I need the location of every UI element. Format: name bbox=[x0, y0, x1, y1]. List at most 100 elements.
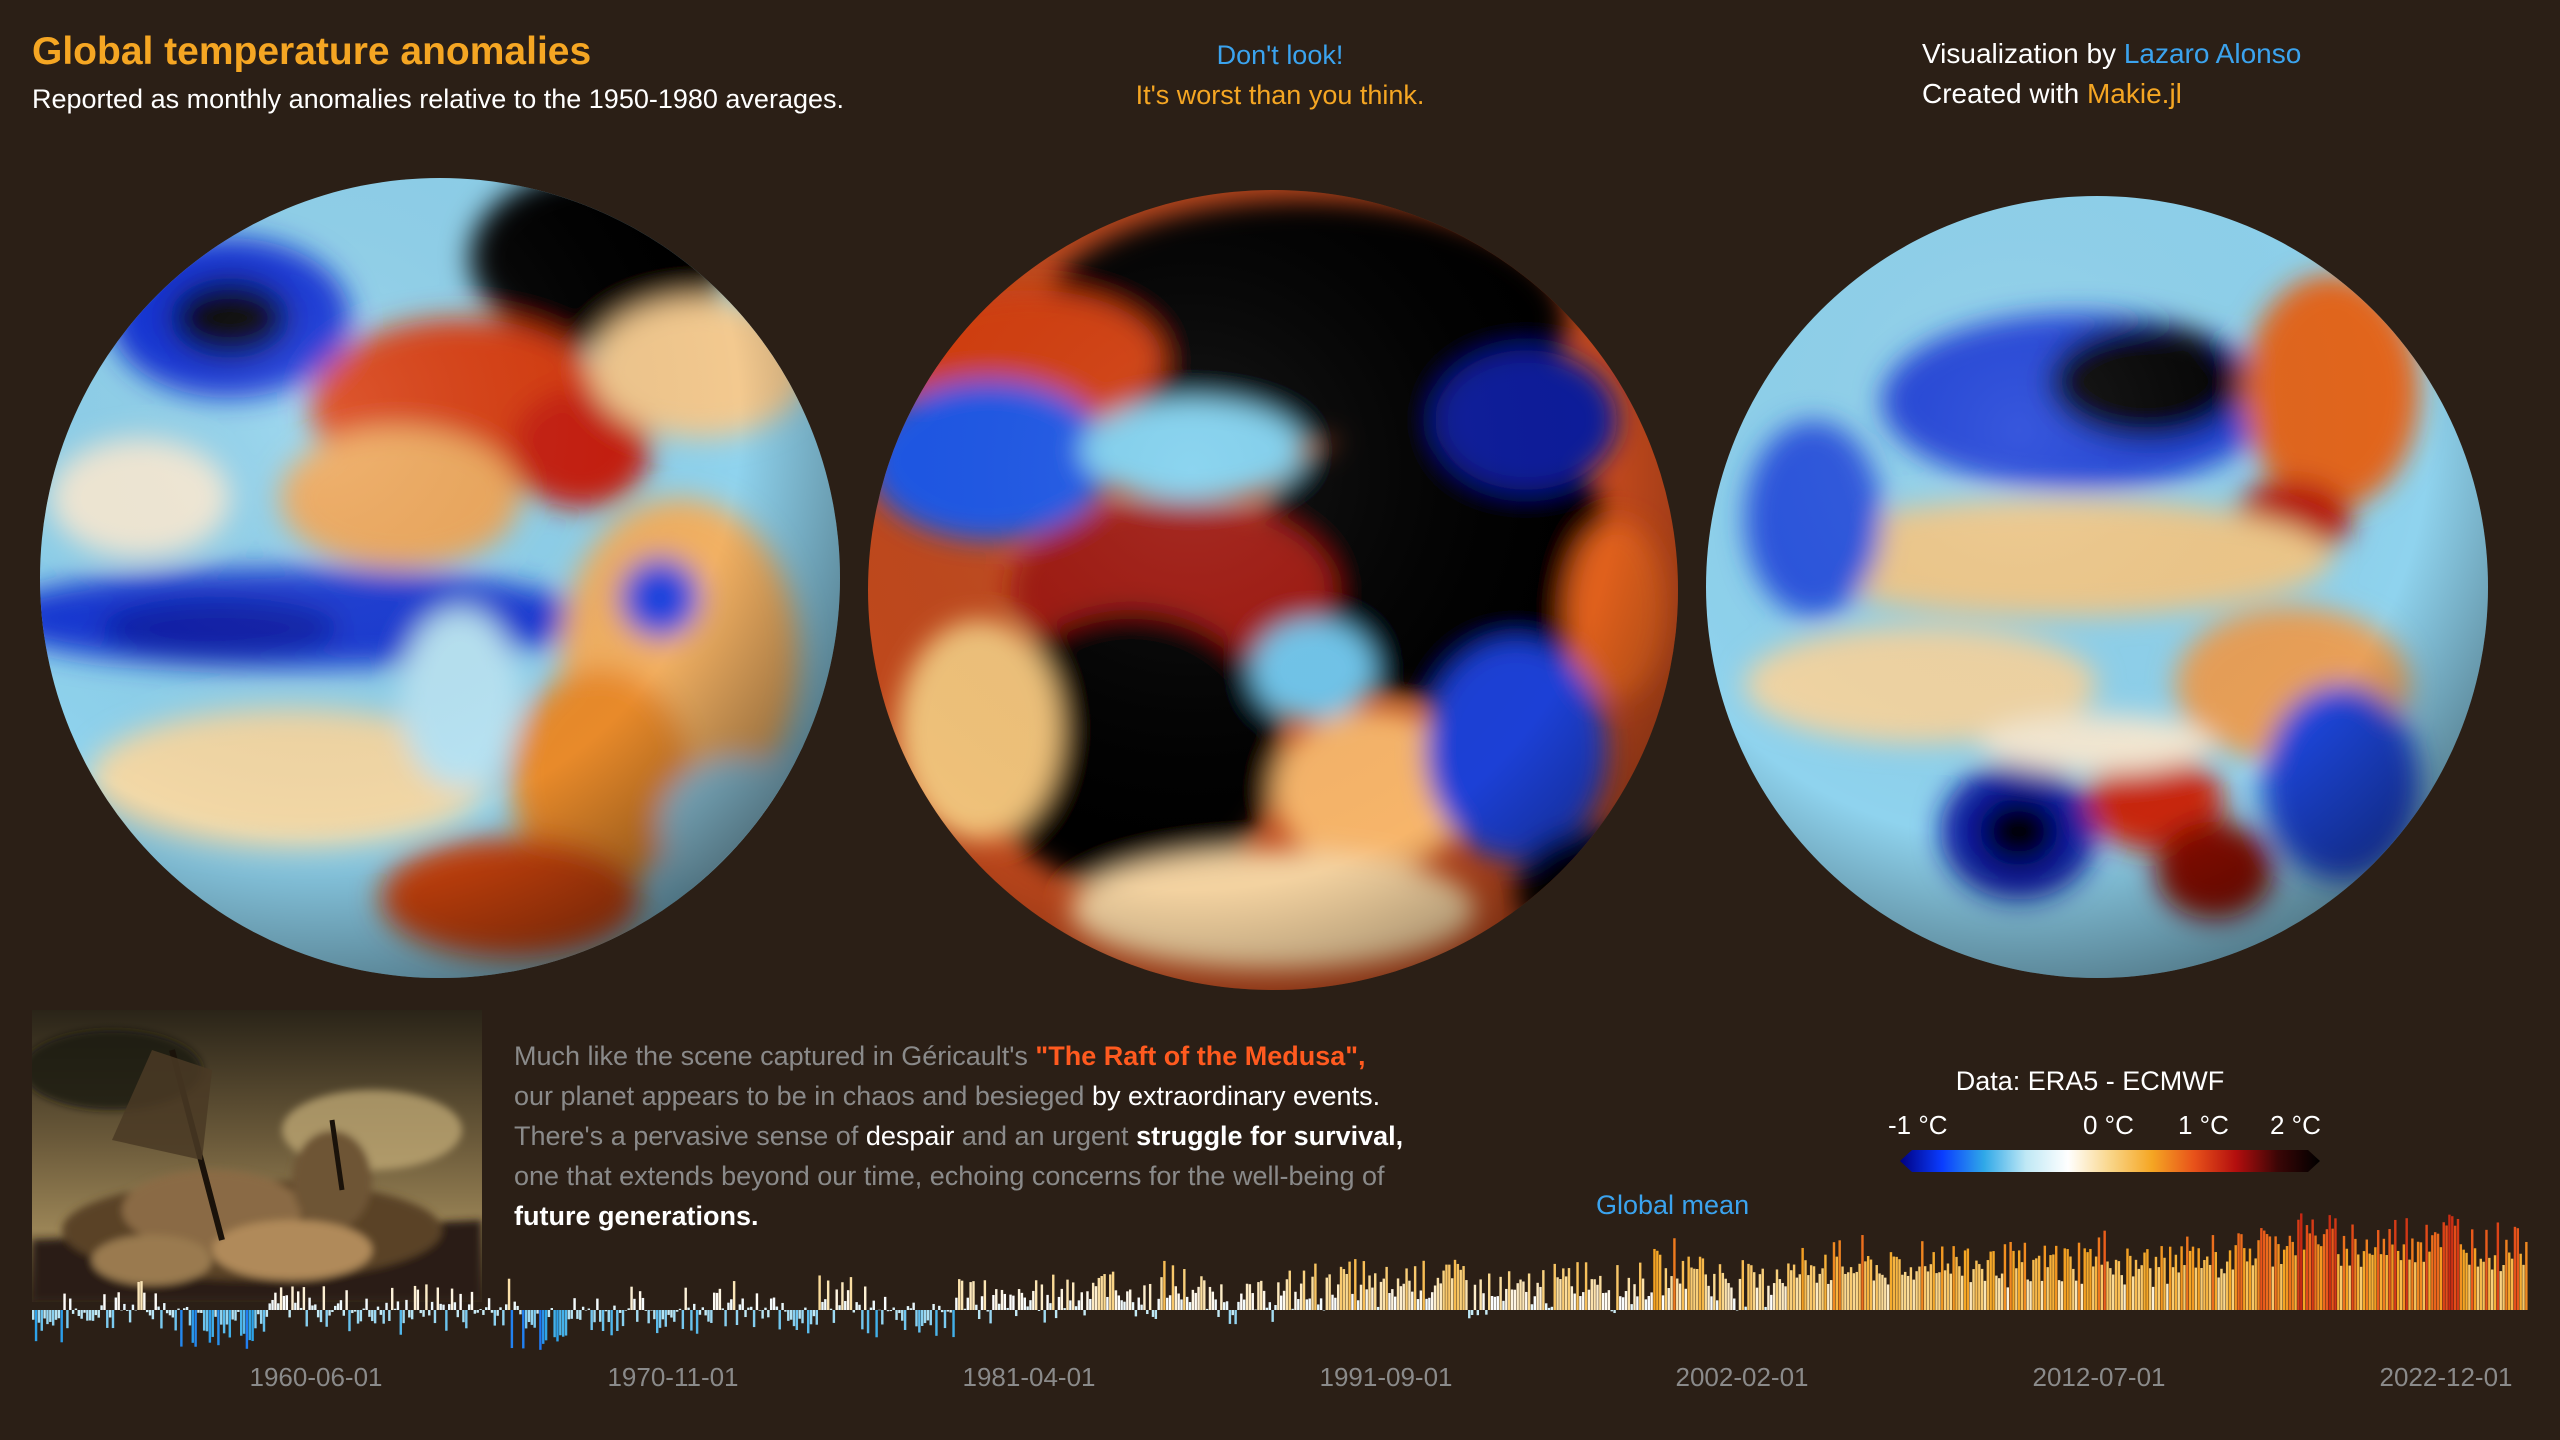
anomaly-bar bbox=[2408, 1259, 2411, 1310]
anomaly-bar bbox=[2411, 1238, 2414, 1310]
anomaly-bar bbox=[1379, 1281, 1383, 1310]
anomaly-bar bbox=[1915, 1271, 1918, 1310]
anomaly-bar bbox=[1106, 1296, 1109, 1310]
anomaly-bar bbox=[1490, 1296, 1494, 1310]
anomaly-bar bbox=[1721, 1272, 1725, 1310]
anomaly-bar bbox=[40, 1310, 43, 1331]
anomaly-bar bbox=[1596, 1284, 1599, 1310]
anomaly-bar bbox=[1681, 1260, 1685, 1310]
anomaly-bar bbox=[1254, 1309, 1257, 1310]
anomaly-bar bbox=[1197, 1286, 1200, 1310]
anomaly-bar bbox=[2000, 1273, 2004, 1310]
anomaly-bar bbox=[2166, 1283, 2169, 1310]
anomaly-bar bbox=[2314, 1235, 2317, 1310]
anomaly-bar bbox=[772, 1297, 776, 1310]
anomaly-bar bbox=[1943, 1270, 1947, 1310]
anomaly-bar bbox=[2263, 1230, 2266, 1310]
anomaly-bar bbox=[1630, 1304, 1633, 1310]
anomaly-bar bbox=[1730, 1287, 1733, 1310]
anomaly-bar bbox=[462, 1310, 465, 1323]
anomaly-bar bbox=[838, 1305, 841, 1310]
warning-subnote: It's worst than you think. bbox=[1135, 80, 1425, 110]
anomaly-bar bbox=[2493, 1255, 2497, 1310]
anomaly-bar bbox=[103, 1294, 106, 1310]
anomaly-bar bbox=[254, 1310, 257, 1329]
anomaly-bar bbox=[1251, 1293, 1254, 1310]
anomaly-bar bbox=[1864, 1261, 1867, 1310]
anomaly-bar bbox=[721, 1308, 724, 1310]
anomaly-bar bbox=[1610, 1310, 1613, 1312]
anomaly-bar bbox=[1758, 1274, 1762, 1310]
anomaly-bar bbox=[194, 1310, 197, 1347]
anomaly-bar bbox=[1177, 1293, 1180, 1310]
anomaly-bar bbox=[849, 1277, 853, 1310]
anomaly-bar bbox=[1562, 1268, 1565, 1310]
anomaly-bar bbox=[1057, 1296, 1061, 1310]
anomaly-bar bbox=[1280, 1295, 1283, 1310]
anomaly-bar bbox=[1946, 1263, 1950, 1310]
tool-name: Makie.jl bbox=[2086, 78, 2182, 109]
anomaly-bar bbox=[1240, 1293, 1243, 1310]
anomaly-bar bbox=[761, 1310, 764, 1319]
anomaly-bar bbox=[399, 1310, 402, 1335]
anomaly-bar bbox=[2129, 1255, 2132, 1310]
anomaly-bar bbox=[1351, 1293, 1354, 1310]
anomaly-bar bbox=[314, 1304, 317, 1310]
anomaly-bar bbox=[106, 1310, 109, 1328]
anomaly-bar bbox=[1901, 1274, 1904, 1310]
series-label: Global mean bbox=[1596, 1190, 1750, 1220]
anomaly-bar bbox=[2388, 1229, 2391, 1310]
anomaly-bar bbox=[1493, 1296, 1497, 1310]
anomaly-bar bbox=[2317, 1244, 2320, 1310]
anomaly-bar bbox=[2231, 1269, 2235, 1310]
anomaly-bar bbox=[1824, 1254, 1827, 1310]
anomaly-bar bbox=[1926, 1271, 1930, 1310]
anomaly-bar bbox=[2163, 1257, 2166, 1310]
anomaly-bar bbox=[211, 1310, 214, 1337]
anomaly-bar bbox=[1698, 1256, 1702, 1310]
warning-note: Don't look! bbox=[1216, 40, 1344, 70]
anomaly-bar bbox=[977, 1310, 981, 1320]
anomaly-bar bbox=[1015, 1310, 1018, 1317]
anomaly-bar bbox=[1408, 1280, 1411, 1310]
anomaly-bar bbox=[2456, 1218, 2460, 1310]
anomaly-bar bbox=[852, 1310, 856, 1313]
chart-title: Global temperature anomalies bbox=[32, 30, 592, 73]
anomaly-bar bbox=[1636, 1296, 1639, 1310]
anomaly-bar bbox=[718, 1288, 722, 1310]
anomaly-bar bbox=[180, 1310, 183, 1347]
anomaly-bar bbox=[690, 1310, 693, 1331]
anomaly-bar bbox=[126, 1310, 129, 1311]
anomaly-bar bbox=[416, 1289, 420, 1310]
anomaly-bar bbox=[496, 1310, 499, 1316]
anomaly-bar bbox=[2442, 1222, 2445, 1310]
anomaly-bar bbox=[1391, 1289, 1394, 1310]
anomaly-bar bbox=[2180, 1246, 2183, 1310]
anomaly-bar bbox=[262, 1310, 266, 1332]
anomaly-bar bbox=[707, 1310, 710, 1322]
anomaly-bar bbox=[1100, 1276, 1103, 1310]
anomaly-bar bbox=[846, 1290, 850, 1310]
narrative-bold-highlight: struggle for survival, bbox=[1136, 1121, 1404, 1151]
anomaly-bar bbox=[487, 1298, 491, 1310]
anomaly-bar bbox=[892, 1307, 895, 1310]
anomaly-bar bbox=[1667, 1288, 1670, 1310]
anomaly-bar bbox=[1872, 1280, 1876, 1310]
anomaly-bar bbox=[673, 1310, 676, 1322]
anomaly-bar bbox=[2525, 1241, 2528, 1310]
anomaly-bar bbox=[935, 1310, 938, 1336]
anomaly-bar bbox=[2191, 1246, 2195, 1310]
anomaly-bar bbox=[581, 1306, 585, 1310]
anomaly-bar bbox=[1345, 1273, 1348, 1310]
anomaly-bar bbox=[1203, 1280, 1206, 1310]
colorbar-tick-label: -1 °C bbox=[1888, 1110, 1948, 1140]
anomaly-bar bbox=[1094, 1286, 1098, 1310]
anomaly-bar bbox=[678, 1308, 682, 1310]
anomaly-bar bbox=[1166, 1297, 1169, 1310]
anomaly-bar bbox=[69, 1298, 72, 1310]
anomaly-bar bbox=[49, 1310, 52, 1322]
anomaly-bar bbox=[2197, 1248, 2200, 1310]
anomaly-bar bbox=[1023, 1297, 1026, 1310]
anomaly-bar bbox=[83, 1310, 86, 1313]
anomaly-bar bbox=[1459, 1269, 1462, 1310]
